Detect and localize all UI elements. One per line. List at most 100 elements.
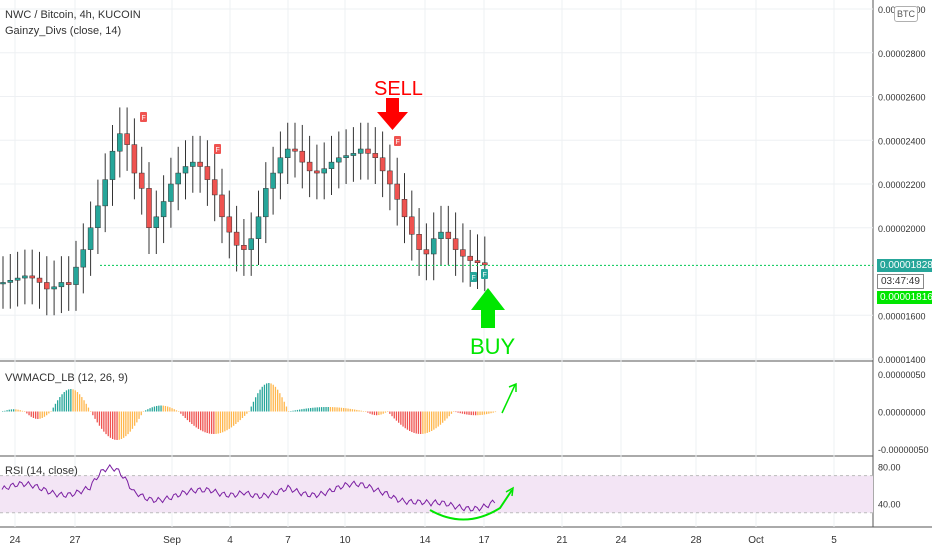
macd-bar (37, 411, 39, 419)
candle-body (452, 238, 459, 250)
macd-bar (316, 407, 318, 412)
macd-bar (472, 411, 475, 416)
macd-bar (19, 410, 21, 412)
macd-bar (382, 411, 384, 414)
candle-body (73, 266, 79, 285)
macd-bar (21, 410, 24, 412)
macd-bar (494, 411, 497, 413)
symbol-legend: NWC / Bitcoin, 4h, KUCOIN (5, 9, 141, 21)
time-axis-label: 10 (339, 535, 351, 546)
macd-bar (4, 410, 6, 412)
price-axis-label: 0.00001600 (878, 311, 926, 321)
macd-bar (98, 411, 101, 426)
macd-bar (26, 411, 28, 414)
macd-bar (116, 411, 118, 440)
candle-body (102, 179, 108, 207)
price-axis-label: 0.00001400 (878, 355, 926, 365)
macd-bar (255, 397, 257, 412)
currency-badge[interactable]: BTC (894, 6, 918, 22)
candle-body (175, 172, 181, 185)
macd-bar (213, 411, 215, 434)
candle-body (482, 262, 488, 266)
candle-body (263, 188, 269, 218)
macd-bar (204, 411, 206, 433)
macd-bar (486, 411, 488, 415)
macd-bar (404, 411, 406, 429)
macd-bar (365, 411, 367, 412)
macd-bar (292, 410, 294, 412)
rsi-axis-label: 80.00 (878, 462, 901, 472)
time-axis-label: 7 (285, 535, 291, 546)
macd-bar (90, 411, 92, 412)
macd-bar (461, 411, 464, 414)
last-price-tag: 0.00001828 (877, 259, 932, 272)
macd-bar (246, 411, 248, 414)
macd-bar (488, 411, 490, 414)
macd-bar (81, 397, 83, 412)
macd-bar (208, 411, 211, 434)
macd-bar (206, 411, 208, 434)
macd-bar (164, 405, 167, 412)
macd-bar (50, 411, 52, 412)
macd-bar (411, 411, 413, 433)
candle-body (336, 157, 342, 163)
macd-bar (356, 409, 358, 412)
candle-body (365, 148, 371, 154)
macd-bar (129, 411, 131, 432)
macd-bar (477, 411, 479, 416)
macd-bar (343, 407, 345, 412)
candle-body (146, 188, 152, 228)
time-axis-label: 27 (69, 535, 81, 546)
macd-bar (395, 411, 398, 421)
macd-bar (259, 389, 261, 412)
macd-bar (244, 411, 246, 416)
macd-bar (358, 410, 360, 412)
macd-bar (120, 411, 123, 440)
macd-bar (415, 411, 417, 434)
macd-bar (79, 394, 81, 412)
macd-bar (409, 411, 411, 431)
macd-legend: VWMACD_LB (12, 26, 9) (5, 372, 128, 384)
macd-trend-arrow (501, 384, 516, 414)
macd-bar (439, 411, 442, 425)
candle-body (160, 201, 167, 218)
macd-bar (248, 411, 250, 412)
macd-bar (305, 408, 307, 412)
macd-bar (376, 411, 378, 416)
macd-bar (296, 409, 299, 412)
macd-bar (2, 411, 4, 412)
macd-bar (145, 410, 147, 412)
macd-axis-label: -0.00000050 (878, 445, 929, 455)
macd-bar (57, 400, 59, 412)
candle-body (248, 238, 254, 250)
sell-arrow (377, 98, 408, 130)
macd-bar (373, 411, 376, 416)
macd-bar (288, 411, 290, 412)
candle-body (65, 282, 72, 285)
macd-bar (435, 411, 437, 429)
divergence-marker-label: F (472, 275, 476, 282)
macd-bar (360, 410, 362, 412)
macd-bar (226, 411, 228, 431)
macd-bar (197, 411, 200, 429)
time-axis-label: 17 (478, 535, 490, 546)
macd-bar (266, 383, 268, 412)
macd-bar (481, 411, 483, 415)
macd-bar (52, 407, 54, 412)
macd-bar (233, 411, 235, 426)
macd-bar (15, 409, 17, 412)
candle-body (409, 216, 415, 235)
macd-bar (193, 411, 195, 426)
macd-bar (24, 411, 26, 412)
macd-bar (349, 408, 351, 412)
indicator-legend: Gainzy_Divs (close, 14) (5, 25, 122, 37)
candle-body (95, 205, 101, 228)
macd-bar (393, 411, 395, 419)
divergence-marker-label: F (216, 147, 220, 154)
macd-bar (180, 411, 182, 414)
candle-body (270, 172, 276, 189)
candle-body (306, 161, 313, 172)
macd-bar (468, 411, 470, 415)
candle-body (109, 150, 116, 180)
